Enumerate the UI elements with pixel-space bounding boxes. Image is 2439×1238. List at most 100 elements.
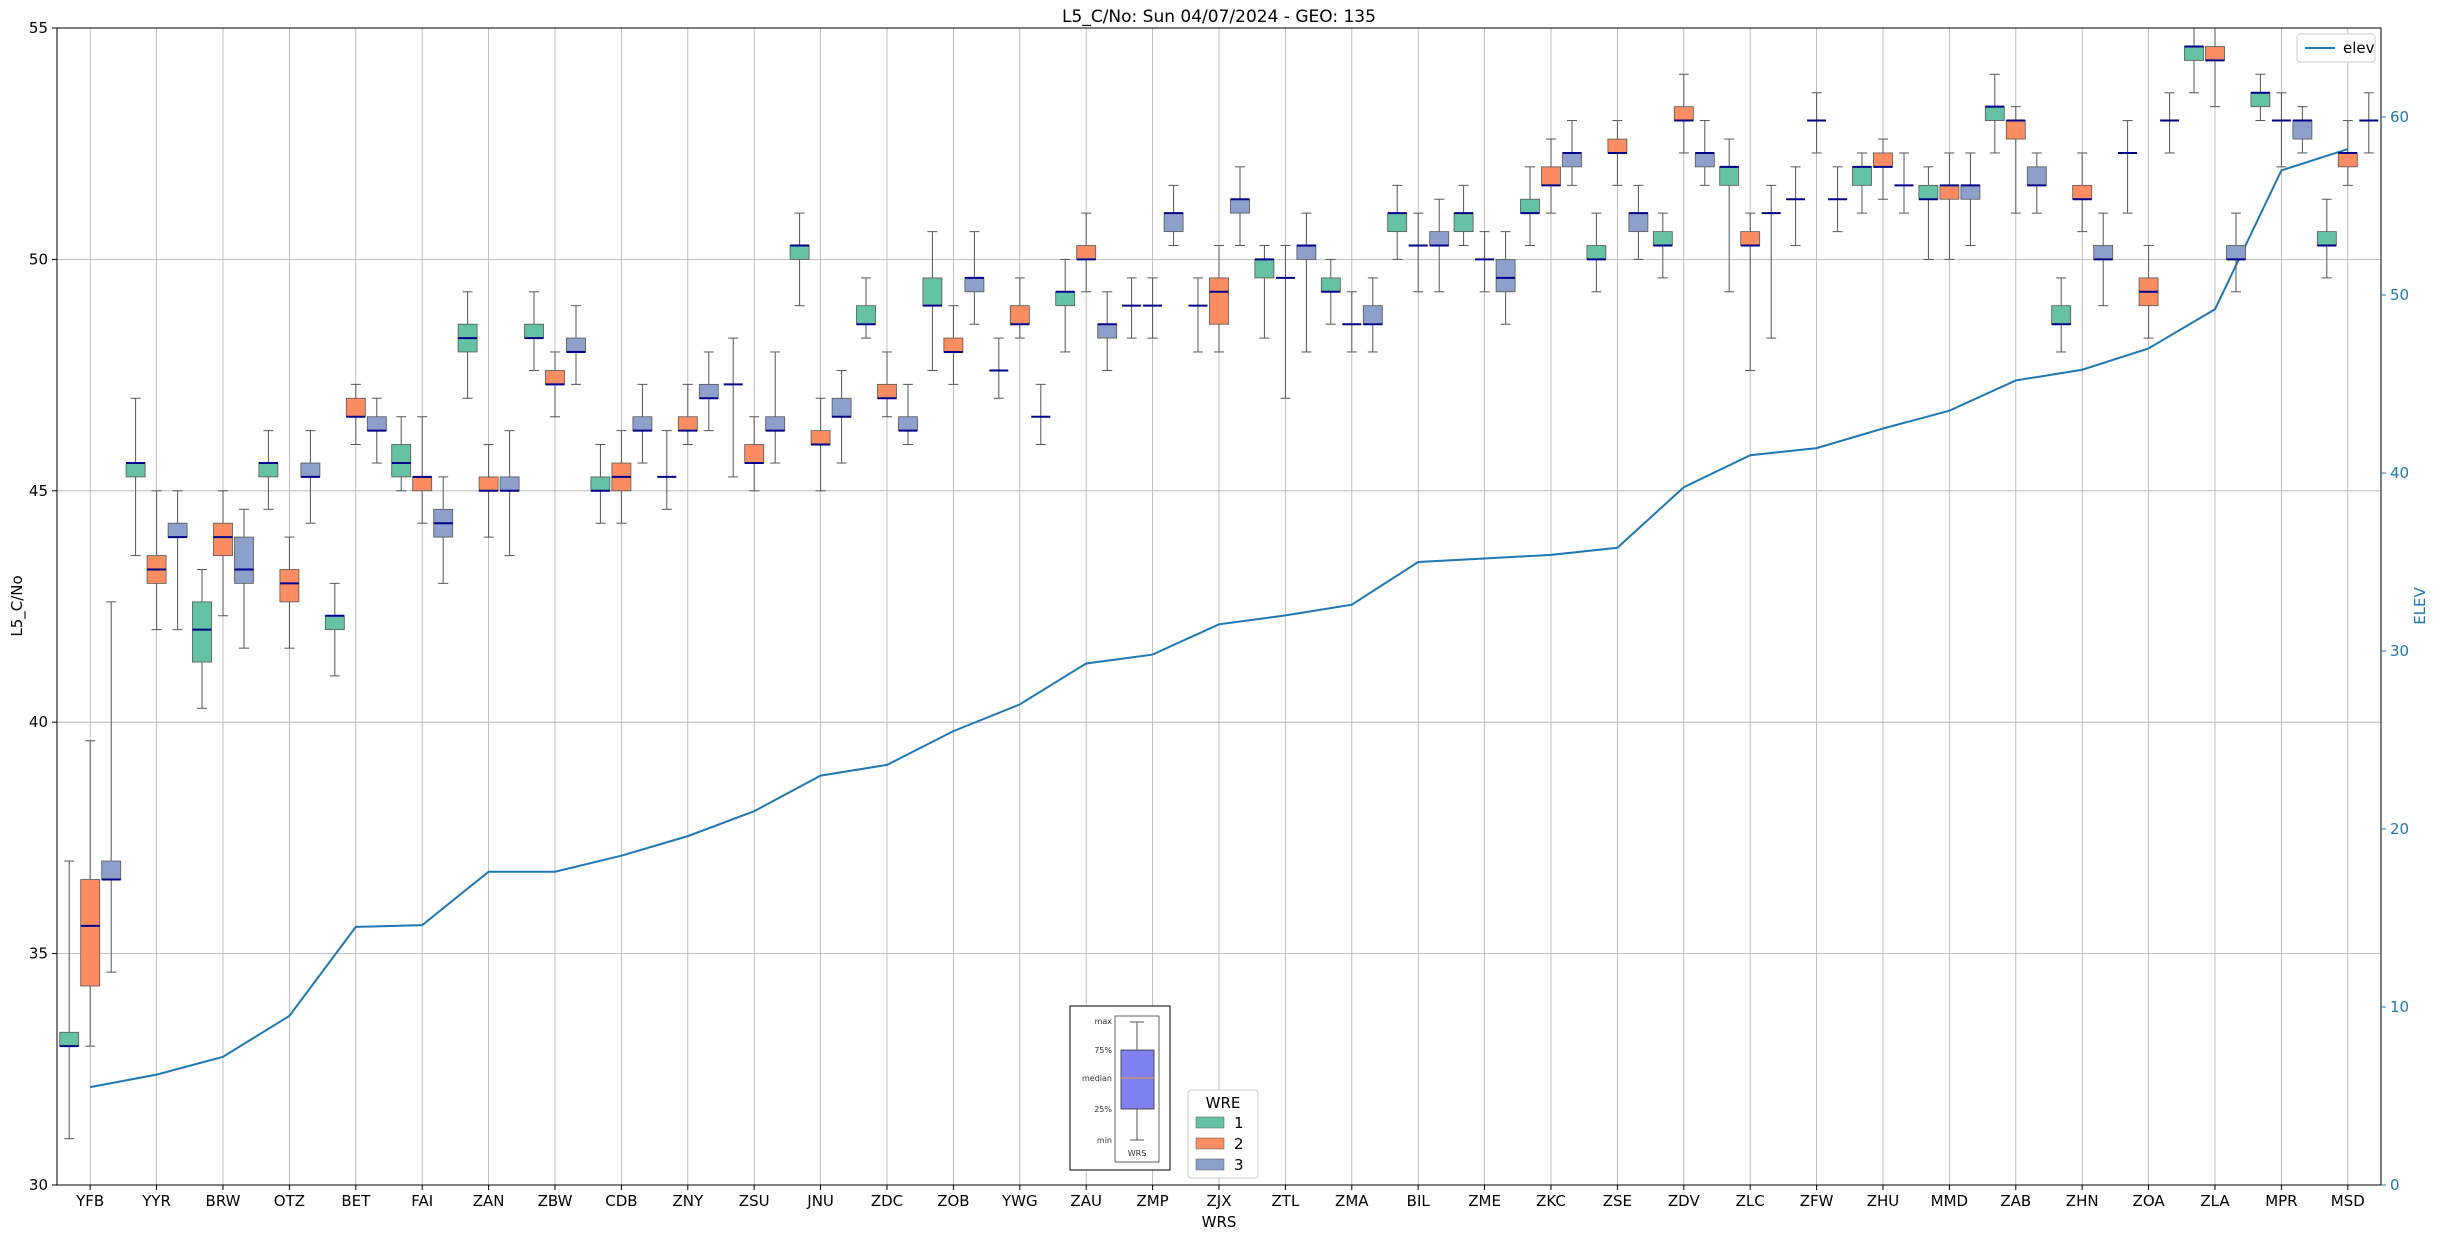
x-tick-label: ZFW [1800, 1192, 1834, 1210]
box-iqr [1209, 277, 1229, 325]
x-tick-label: ZTL [1272, 1192, 1300, 1210]
box-wre-3 [765, 351, 786, 464]
box-iqr [831, 397, 852, 418]
box-wre-2 [2205, 27, 2225, 108]
elev-legend-label: elev [2343, 39, 2375, 57]
box-wre-2 [1275, 245, 1295, 399]
y2-axis-ticks: 0 10 20 30 40 50 60 [2381, 108, 2409, 1194]
box-iqr [632, 416, 653, 432]
box-wre-2 [146, 490, 167, 631]
box-wre-1 [1852, 152, 1872, 214]
box-iqr [1055, 291, 1076, 307]
box-wre-2 [1807, 92, 1827, 154]
box-wre-3 [433, 476, 454, 584]
box-wre-3 [898, 383, 918, 446]
box-iqr [1009, 305, 1030, 325]
box-wre-1 [1320, 258, 1341, 325]
key-label-median: median [1082, 1074, 1112, 1083]
box-wre-2 [545, 351, 565, 418]
box-iqr [80, 879, 101, 987]
box-wre-1 [1254, 245, 1275, 339]
box-iqr [1495, 258, 1516, 293]
box-wre-2 [213, 490, 233, 617]
x-tick-label: MPR [2265, 1192, 2297, 1210]
box-iqr [213, 522, 233, 556]
x-tick-label: ZME [1468, 1192, 1501, 1210]
y2-tick-label: 10 [2390, 998, 2409, 1016]
box-wre-2 [2271, 92, 2291, 168]
box-wre-1 [2118, 120, 2138, 214]
box-iqr [59, 1031, 80, 1047]
box-wre-3 [234, 508, 254, 649]
key-label-q1: 25% [1094, 1105, 1112, 1114]
x-tick-label: ZOB [937, 1192, 969, 1210]
box-wre-1 [324, 582, 345, 677]
y-tick-label: 50 [29, 250, 48, 268]
box-iqr [545, 370, 565, 385]
wre-legend-title: WRE [1206, 1094, 1241, 1112]
key-box [1120, 1049, 1155, 1110]
box-iqr [2316, 231, 2337, 246]
box-wre-1 [125, 397, 146, 557]
box-wre-1 [1453, 184, 1474, 247]
x-tick-label: YWG [1001, 1192, 1038, 1210]
x-axis-label: WRS [1202, 1213, 1237, 1231]
box-wre-2 [877, 351, 897, 418]
box-iqr [324, 615, 345, 631]
box-iqr [1387, 212, 1408, 233]
box-iqr [2226, 245, 2246, 260]
x-tick-label: ZAN [473, 1192, 505, 1210]
box-iqr [1740, 231, 1761, 246]
box-wre-1 [1786, 166, 1806, 247]
x-axis-ticks: YFB YYR BRW OTZ BET FAI ZAN ZBW CDB ZNY ZSU JNU ZDC Z… [75, 1185, 2365, 1210]
box-iqr [1694, 152, 1715, 168]
box-wre-2 [611, 430, 632, 524]
box-iqr [1586, 245, 1607, 260]
box-wre-1 [590, 444, 611, 524]
box-wre-2 [744, 416, 765, 492]
box-iqr [279, 569, 300, 603]
box-wre-1 [258, 430, 279, 510]
box-wre-1 [1652, 212, 1673, 279]
box-iqr [1520, 198, 1540, 214]
y2-tick-label: 40 [2390, 464, 2409, 482]
box-wre-3 [831, 369, 852, 464]
box-wre-1 [59, 860, 80, 1140]
box-iqr [1296, 245, 1317, 260]
box-iqr [810, 430, 831, 445]
box-wre-1 [1586, 212, 1607, 293]
elev-line-layer [90, 148, 2349, 1089]
x-tick-label: ZMP [1136, 1192, 1168, 1210]
box-iqr [2026, 166, 2047, 186]
box-iqr [1362, 305, 1383, 325]
y-tick-label: 55 [29, 19, 48, 37]
box-wre-1 [2250, 73, 2271, 122]
box-wre-3 [1761, 184, 1781, 339]
box-wre-1 [2184, 27, 2204, 94]
wre-legend-swatch-1 [1195, 1116, 1225, 1129]
box-iqr [2093, 245, 2114, 260]
wre-legend-swatch-3 [1195, 1158, 1225, 1171]
box-wre-2 [2072, 152, 2093, 233]
box-wre-2 [1076, 212, 1097, 293]
box-wre-1 [856, 277, 876, 339]
box-iqr [1960, 184, 1981, 200]
box-wre-2 [1475, 231, 1495, 293]
box-wre-2 [478, 444, 499, 538]
box-iqr [524, 323, 544, 339]
box-iqr [2250, 92, 2271, 108]
wre-legend-label-2: 2 [1234, 1135, 1244, 1153]
box-wre-3 [2026, 152, 2047, 214]
x-tick-label: ZHN [2066, 1192, 2099, 1210]
x-tick-label: ZHU [1867, 1192, 1900, 1210]
box-iqr [698, 383, 719, 399]
box-iqr [1230, 198, 1250, 214]
box-wre-2 [1607, 120, 1628, 186]
box-wre-1 [524, 291, 544, 371]
box-iqr [1652, 231, 1673, 246]
box-wre-2 [1673, 73, 1694, 154]
box-iqr [2072, 184, 2093, 200]
box-iqr [2205, 46, 2225, 61]
box-iqr [964, 277, 985, 293]
box-wre-2 [1009, 277, 1030, 339]
